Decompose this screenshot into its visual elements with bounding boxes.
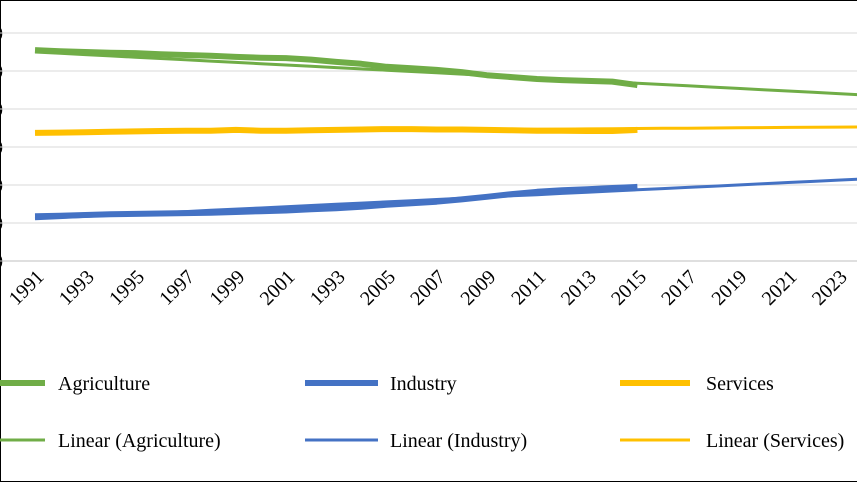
legend-label: Agriculture — [58, 373, 150, 395]
x-tick-label: 1995 — [105, 266, 149, 310]
legend-label: Linear (Industry) — [390, 430, 527, 452]
x-tick-label: 1999 — [205, 266, 249, 310]
legend-label: Linear (Services) — [706, 430, 844, 452]
x-tick-label: 2011 — [507, 266, 550, 309]
x-tick-label: 2005 — [356, 266, 400, 310]
x-tick-label: 2001 — [256, 266, 300, 310]
y-tick-label: 40 — [0, 99, 3, 121]
series-line — [34, 183, 638, 220]
y-tick-label: 50 — [0, 61, 3, 83]
series-line — [34, 125, 857, 135]
y-tick-label: 0 — [0, 251, 3, 273]
y-tick-label: 10 — [0, 213, 3, 235]
legend-label: Linear (Agriculture) — [58, 430, 221, 452]
x-tick-label: 2021 — [758, 266, 802, 310]
x-tick-label: 1993 — [306, 266, 350, 310]
x-tick-label: 2015 — [607, 266, 651, 310]
y-tick-label: 60 — [0, 23, 3, 45]
x-tick-label: 1993 — [55, 266, 99, 310]
series-line — [34, 177, 857, 221]
y-tick-label: 30 — [0, 137, 3, 159]
x-tick-label: 2023 — [808, 266, 852, 310]
x-tick-label: 2007 — [406, 266, 450, 310]
x-tick-label: 2009 — [456, 266, 500, 310]
x-tick-label: 1991 — [5, 266, 49, 310]
x-tick-label: 1997 — [155, 266, 199, 310]
x-tick-label: 2013 — [557, 266, 601, 310]
series-line — [34, 50, 857, 97]
x-tick-label: 2019 — [707, 266, 751, 310]
x-tick-label: 2017 — [657, 266, 701, 310]
legend-label: Services — [706, 373, 774, 395]
y-tick-label: 20 — [0, 175, 3, 197]
legend-label: Industry — [390, 373, 457, 395]
